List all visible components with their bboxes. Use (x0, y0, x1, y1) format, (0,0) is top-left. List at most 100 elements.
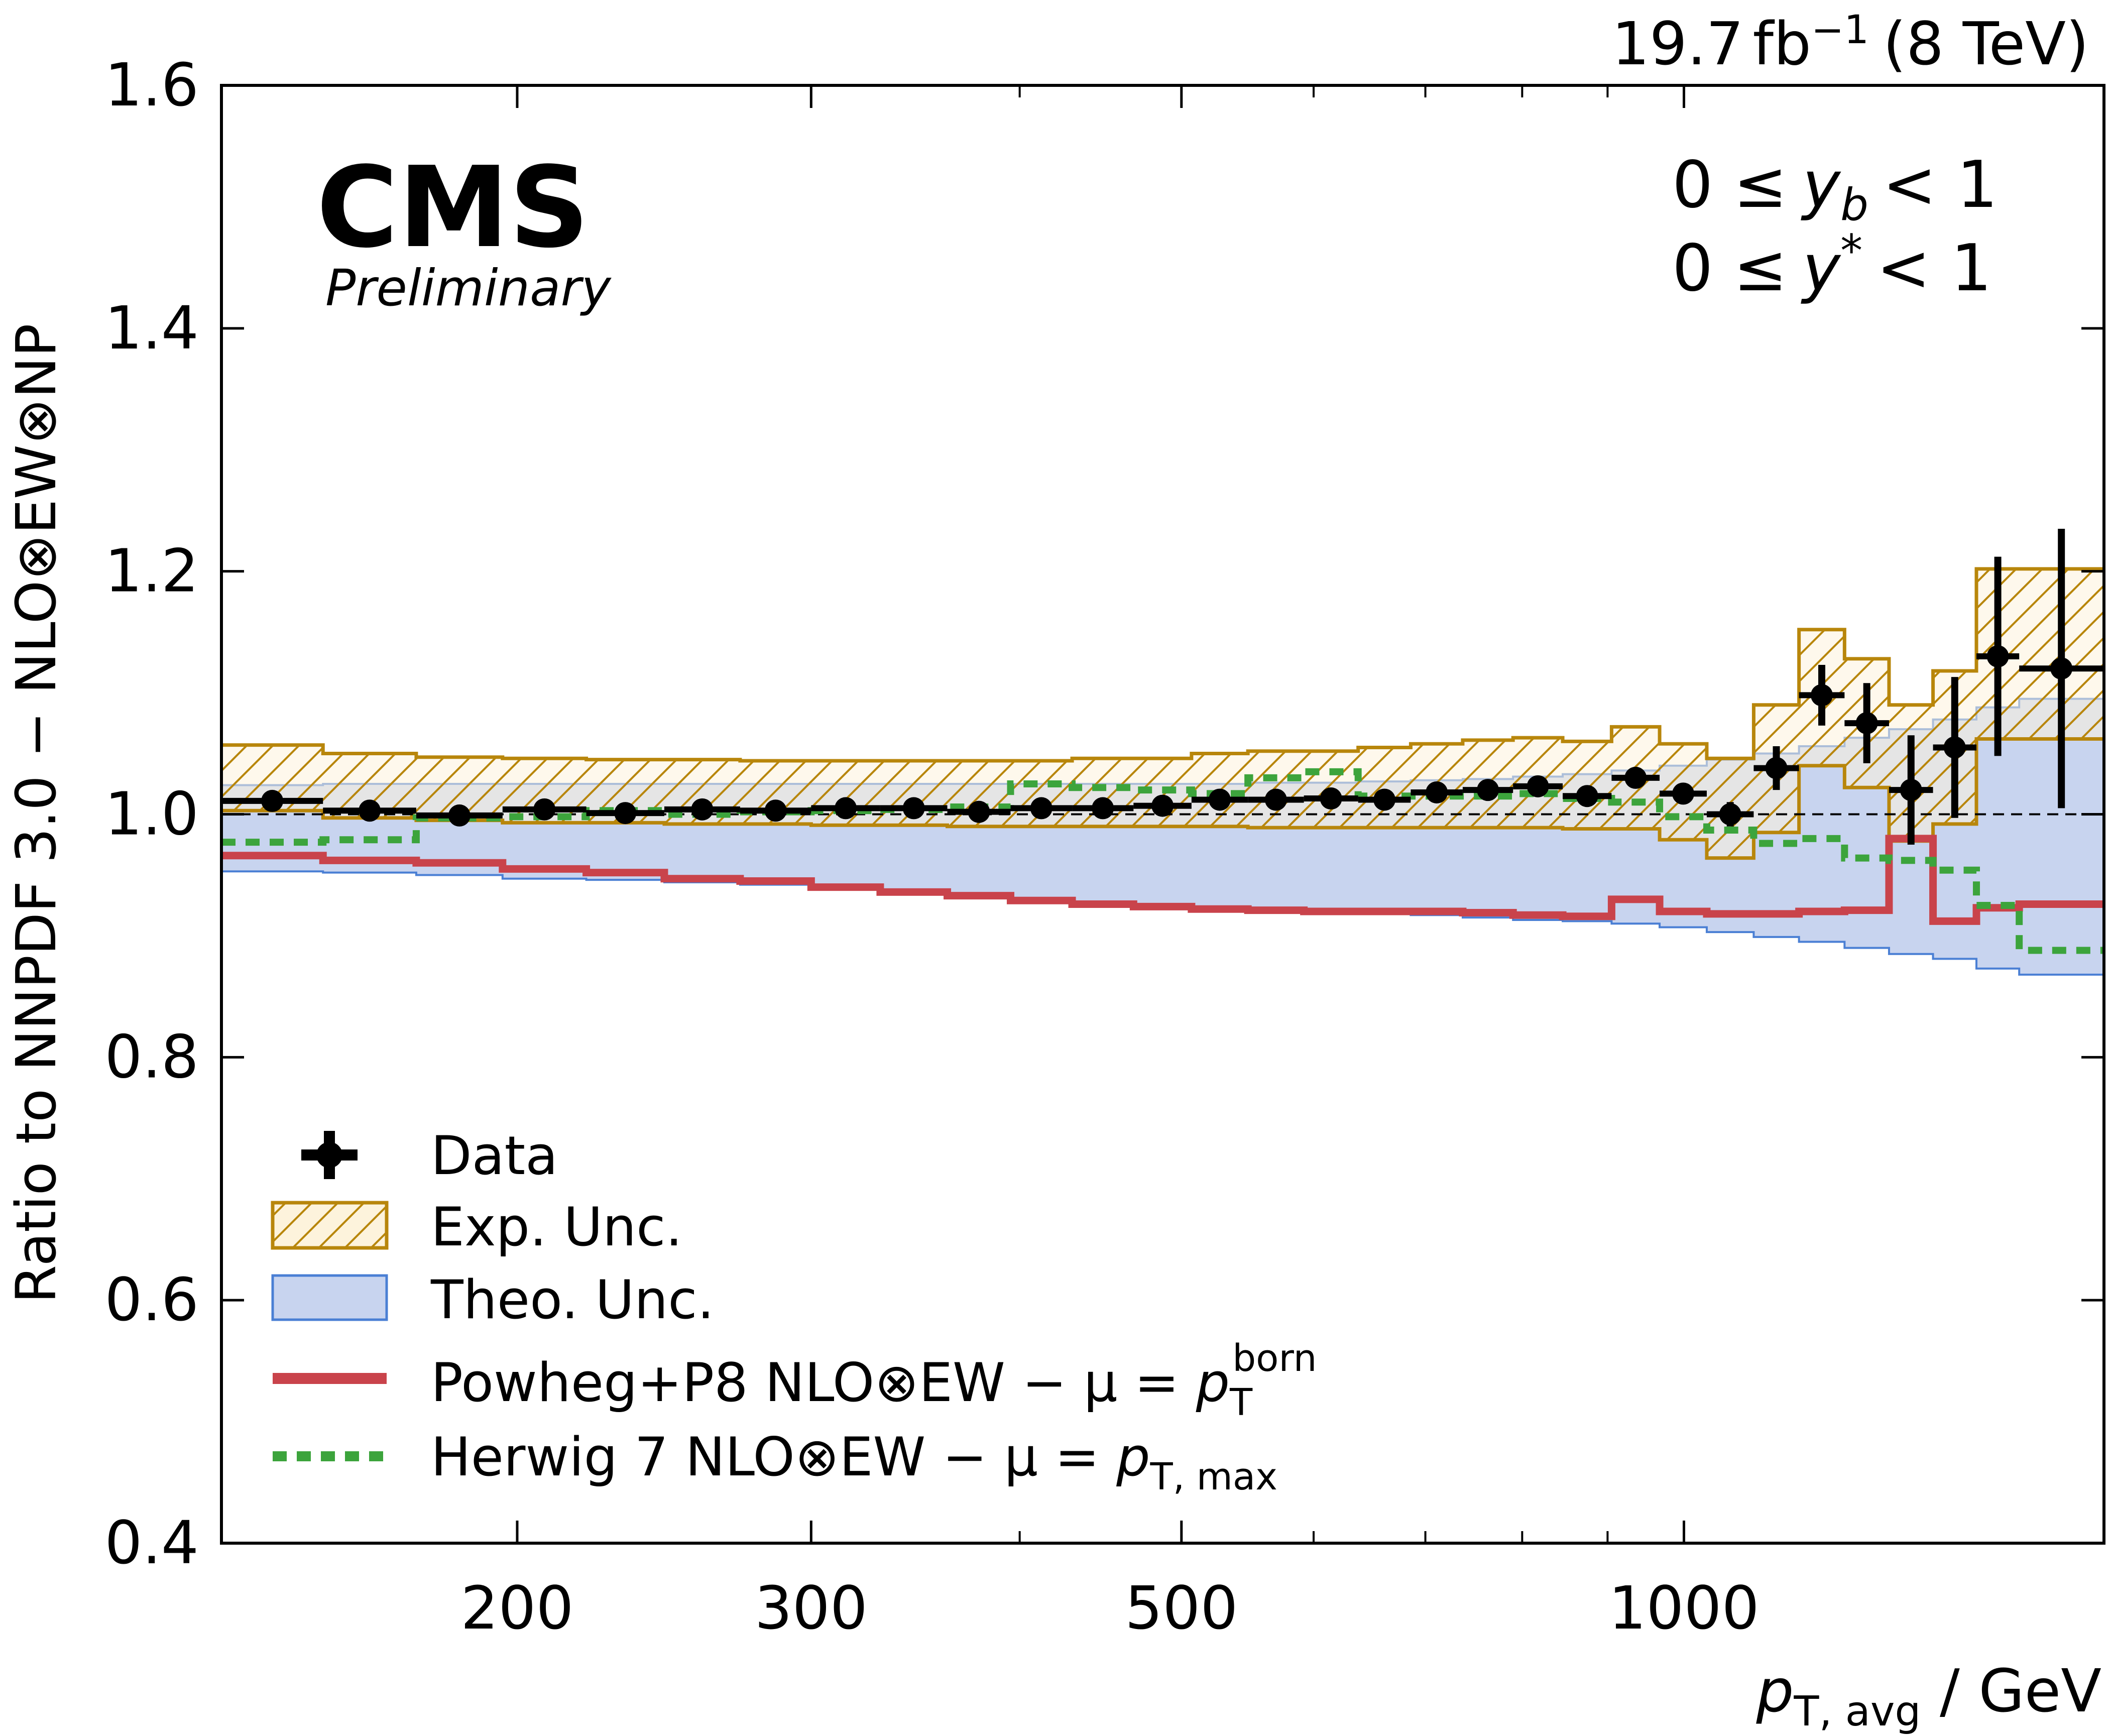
data-point (1799, 664, 1845, 726)
y-tick-label: 0.6 (104, 1265, 199, 1334)
data-point (880, 797, 948, 820)
data-point (221, 789, 323, 812)
exp-unc-band-upper-edge (221, 567, 2104, 763)
cut-yb: 0 ≤ yb < 1 (1672, 148, 1998, 230)
data-point-marker (1092, 797, 1114, 820)
data-point (1611, 766, 1660, 789)
data-point (1976, 556, 2020, 756)
data-point (1513, 775, 1563, 797)
data-point-marker (1209, 788, 1231, 811)
x-tick-label: 1000 (1608, 1573, 1759, 1643)
data-point (323, 799, 416, 822)
data-point-marker (835, 797, 857, 820)
x-tick-label: 300 (755, 1573, 868, 1643)
data-point-marker (1151, 794, 1174, 817)
data-point-marker (1030, 797, 1052, 820)
data-point (1133, 794, 1192, 817)
data-point-marker (1264, 788, 1287, 811)
legend-label-data: Data (431, 1125, 558, 1187)
data-point-marker (1810, 684, 1833, 707)
data-point (1706, 802, 1754, 827)
data-point (1411, 781, 1463, 803)
y-tick-label: 1.0 (104, 779, 199, 849)
data-point (947, 800, 1011, 823)
data-point-marker (1527, 775, 1549, 797)
cut-ystar: 0 ≤ y* < 1 (1672, 225, 1992, 306)
lumi-exponent: −1 (1811, 8, 1869, 53)
exp-unc-band-lower-edge (221, 737, 2104, 860)
data-point-marker (1576, 785, 1598, 807)
data-point-marker (1900, 779, 1922, 801)
data-point-marker (261, 789, 284, 812)
data-point-marker (2050, 657, 2073, 680)
data-point (1304, 787, 1358, 810)
cms-title: CMS (316, 143, 590, 273)
theo-unc-band (221, 699, 2104, 975)
y-tick-label: 1.6 (104, 50, 199, 120)
data-point (1358, 788, 1411, 811)
cms-subtitle: Preliminary (325, 259, 612, 317)
data-point (1844, 683, 1889, 763)
data-point (2019, 528, 2104, 808)
x-tick-label: 500 (1125, 1573, 1238, 1643)
data-point-marker (1426, 781, 1448, 803)
data-point (502, 798, 587, 821)
data-point (1563, 785, 1612, 807)
data-point-marker (1373, 788, 1396, 811)
data-point-marker (691, 798, 714, 821)
data-point (811, 797, 880, 820)
data-point-marker (1320, 787, 1342, 810)
legend-label-theo-unc: Theo. Unc. (430, 1269, 714, 1331)
luminosity-label: 19.7 fb−1 (8 TeV) (1612, 8, 2089, 78)
data-point-marker (614, 802, 637, 825)
data-point-marker (1719, 803, 1741, 826)
data-point-marker (1477, 779, 1499, 801)
data-point-marker (902, 797, 925, 820)
legend-marker-data (301, 1131, 358, 1179)
data-point (1462, 779, 1513, 801)
data-point (1889, 735, 1933, 845)
x-axis-label: pT, avg / GeV (1756, 1656, 2101, 1735)
data-point-marker (533, 798, 556, 821)
y-tick-label: 0.4 (104, 1508, 199, 1577)
lumi-unit: fb (1753, 9, 1811, 78)
legend-marker-theo-unc (271, 1274, 388, 1321)
data-point (1248, 788, 1304, 811)
energy-label: (8 TeV) (1883, 9, 2089, 78)
data-point-marker (968, 800, 990, 823)
y-tick-label: 0.8 (104, 1022, 199, 1091)
legend-label-herwig: Herwig 7 NLO⊗EW − μ = pT, max (431, 1426, 1277, 1498)
data-point (1933, 677, 1976, 818)
y-tick-label: 1.4 (104, 293, 199, 363)
data-point-marker (1855, 712, 1878, 735)
y-axis-label: Ratio to NNPDF 3.0 − NLO⊗EW⊗NP (4, 323, 68, 1303)
data-point (1010, 797, 1073, 820)
legend-marker-exp-unc (271, 1201, 389, 1250)
data-point (1191, 788, 1248, 811)
data-point (586, 802, 664, 825)
data-point-marker (1986, 645, 2009, 668)
legend-label-exp-unc: Exp. Unc. (431, 1196, 682, 1258)
data-point-marker (1943, 736, 1966, 759)
data-point-marker (764, 799, 787, 822)
x-tick-label: 200 (460, 1573, 573, 1643)
axes: 0.4 0.6 0.8 1.0 1.2 1.4 1.6 200 300 500 1000 (104, 50, 2105, 1643)
data-point-marker (359, 799, 381, 822)
data-point (664, 798, 740, 821)
data-point-marker (448, 804, 471, 827)
legend-label-powheg: Powheg+P8 NLO⊗EW − μ = pTborn (431, 1337, 1317, 1424)
data-point (416, 804, 503, 827)
y-tick-label: 1.2 (104, 536, 199, 606)
data-point-marker (1624, 766, 1647, 789)
data-point (740, 799, 811, 822)
data-point-marker (1765, 757, 1788, 779)
powheg-curve (221, 835, 2104, 925)
data-series (221, 528, 2104, 845)
data-point (1660, 782, 1707, 805)
data-point (1072, 797, 1134, 820)
data-point (1753, 746, 1799, 790)
lumi-value: 19.7 (1612, 9, 1744, 78)
legend: Data Exp. Unc. Theo. Unc. Powheg+P8 NLO⊗… (271, 1125, 1317, 1498)
data-point-marker (1672, 782, 1695, 805)
